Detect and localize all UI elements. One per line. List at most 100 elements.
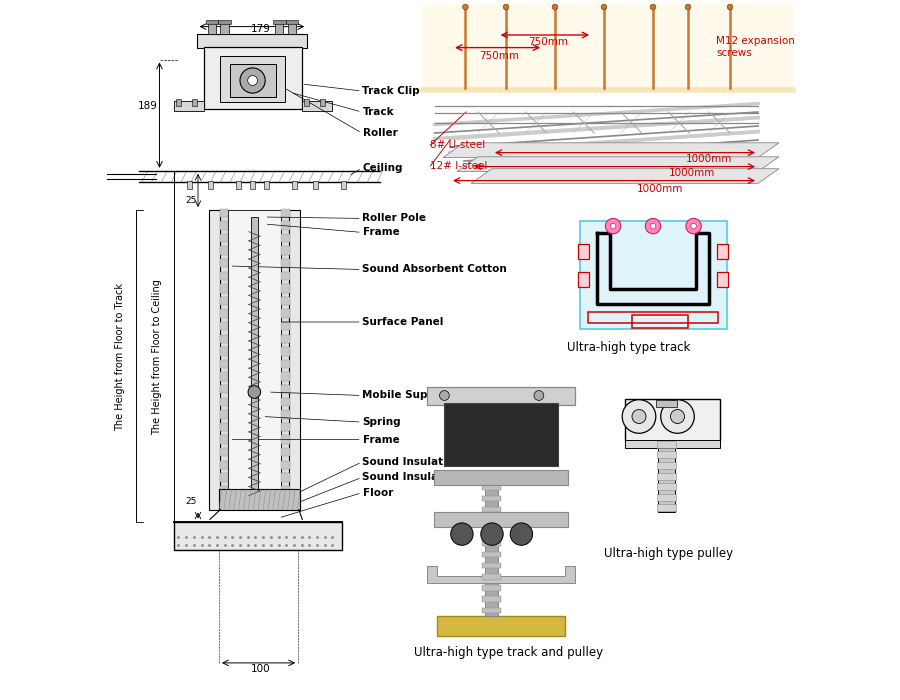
Bar: [282, 360, 290, 368]
Bar: [285, 20, 298, 24]
Bar: [282, 435, 290, 444]
Bar: [289, 210, 301, 510]
Bar: [656, 504, 676, 511]
Bar: [717, 272, 728, 287]
Bar: [341, 181, 346, 189]
Bar: [482, 608, 501, 613]
Bar: [176, 99, 181, 106]
Text: Spring: Spring: [363, 417, 401, 427]
Bar: [282, 423, 290, 431]
Bar: [282, 297, 290, 305]
Bar: [482, 529, 501, 535]
Bar: [220, 435, 228, 444]
Text: Ultra-high type track and pulley: Ultra-high type track and pulley: [413, 646, 603, 659]
Bar: [264, 181, 269, 189]
Bar: [656, 462, 676, 469]
Text: Surface Panel: Surface Panel: [363, 317, 444, 327]
Bar: [482, 552, 501, 557]
Text: 1000mm: 1000mm: [686, 154, 733, 164]
Bar: [656, 494, 676, 500]
Text: Track: Track: [363, 107, 394, 117]
Bar: [206, 20, 219, 24]
Circle shape: [534, 391, 544, 400]
Bar: [220, 221, 228, 230]
Bar: [220, 22, 229, 34]
Bar: [656, 400, 677, 407]
Text: Sound Insulation Rubber: Sound Insulation Rubber: [363, 473, 508, 482]
Text: 1000mm: 1000mm: [669, 168, 715, 178]
Text: Ultra-high type pulley: Ultra-high type pulley: [604, 547, 733, 559]
Text: The Height from Floor to Ceiling: The Height from Floor to Ceiling: [152, 279, 162, 435]
Bar: [482, 496, 501, 501]
Bar: [220, 56, 284, 102]
Bar: [220, 461, 228, 469]
Bar: [192, 99, 197, 106]
Text: Floor: Floor: [363, 488, 393, 498]
Bar: [220, 272, 228, 280]
Text: 100: 100: [251, 664, 271, 673]
Polygon shape: [471, 169, 779, 183]
Text: Ultra-high type track: Ultra-high type track: [567, 342, 690, 354]
Bar: [282, 448, 290, 456]
Bar: [427, 387, 575, 405]
Text: Sound Absorbent Cotton: Sound Absorbent Cotton: [363, 265, 508, 274]
Bar: [434, 470, 568, 485]
Circle shape: [248, 386, 261, 398]
Bar: [656, 452, 676, 458]
Bar: [282, 322, 290, 330]
Text: M12 expansion: M12 expansion: [716, 36, 795, 46]
Bar: [209, 210, 220, 510]
Bar: [220, 246, 228, 255]
Circle shape: [463, 4, 468, 10]
Bar: [578, 272, 589, 287]
Bar: [717, 244, 728, 259]
Bar: [656, 483, 676, 490]
Bar: [485, 480, 498, 616]
Polygon shape: [457, 157, 779, 172]
Bar: [220, 284, 228, 293]
Bar: [220, 297, 228, 305]
Bar: [220, 448, 228, 456]
Circle shape: [622, 400, 656, 433]
Circle shape: [451, 523, 473, 545]
Circle shape: [481, 523, 503, 545]
Bar: [220, 410, 228, 419]
Bar: [282, 398, 290, 406]
Bar: [220, 398, 228, 406]
Text: 750mm: 750mm: [528, 37, 568, 47]
Bar: [282, 385, 290, 393]
Text: Ceiling: Ceiling: [363, 163, 403, 173]
Bar: [282, 221, 290, 230]
Polygon shape: [443, 143, 779, 158]
Circle shape: [685, 4, 691, 10]
Bar: [282, 347, 290, 356]
Bar: [482, 563, 501, 568]
Bar: [656, 441, 676, 448]
Circle shape: [510, 523, 533, 545]
Text: 12# I-steel: 12# I-steel: [430, 161, 488, 171]
Bar: [208, 181, 213, 189]
Bar: [220, 372, 228, 381]
Bar: [482, 574, 501, 580]
Bar: [320, 99, 326, 106]
Bar: [282, 246, 290, 255]
Text: Frame: Frame: [363, 435, 400, 444]
Bar: [220, 498, 228, 507]
Bar: [303, 99, 310, 106]
Bar: [250, 181, 256, 189]
Circle shape: [606, 218, 621, 234]
Bar: [282, 309, 290, 318]
Bar: [220, 360, 228, 368]
Text: 25: 25: [185, 498, 197, 506]
Bar: [292, 181, 297, 189]
Polygon shape: [422, 4, 793, 91]
Bar: [273, 20, 285, 24]
Text: 8# U-steel: 8# U-steel: [430, 140, 486, 150]
Bar: [282, 209, 290, 217]
Bar: [282, 272, 290, 280]
Circle shape: [670, 410, 685, 424]
Text: Roller: Roller: [363, 128, 397, 138]
Circle shape: [727, 4, 733, 10]
Bar: [219, 20, 231, 24]
Bar: [282, 234, 290, 242]
